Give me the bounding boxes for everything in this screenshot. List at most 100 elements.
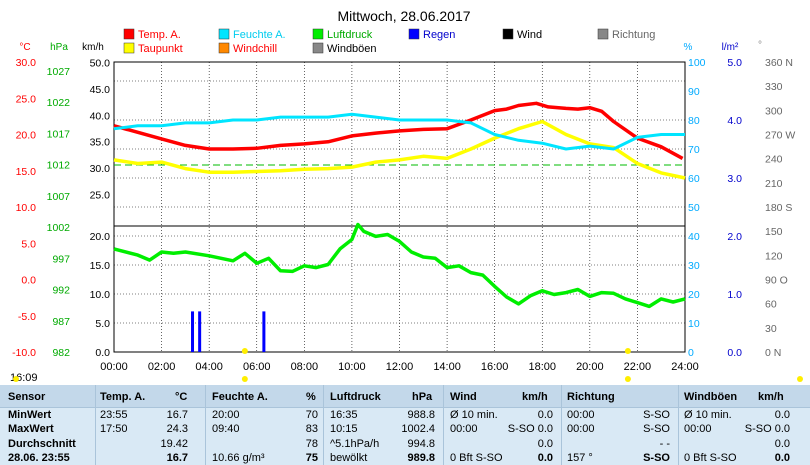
- rain-tick-label: 0.0: [727, 347, 742, 359]
- cell-gust-info: Ø 10 min.: [684, 409, 732, 421]
- cell-temp-value: 19.42: [160, 438, 188, 450]
- cell-press-info: 16:35: [330, 409, 358, 421]
- legend-label: Temp. A.: [138, 29, 181, 41]
- row-label: 28.06. 23:55: [8, 452, 70, 464]
- x-tick-label: 04:00: [195, 361, 223, 373]
- legend-swatch: [502, 28, 514, 40]
- humidity-tick-label: 60: [688, 173, 700, 185]
- cell-hum-value: 78: [305, 438, 318, 450]
- cell-hum-value: 83: [305, 423, 318, 435]
- x-tick-label: 02:00: [148, 361, 176, 373]
- humidity-tick-label: 90: [688, 86, 700, 98]
- legend-swatch: [408, 28, 420, 40]
- x-tick-label: 00:00: [100, 361, 128, 373]
- plot-area: [113, 61, 686, 353]
- cell-dir-value: S-SO: [643, 409, 670, 421]
- direction-tick-label: 360 N: [765, 57, 793, 69]
- wind-tick-label: 25.0: [90, 190, 111, 202]
- stats-table: Sensor Temp. A. °C Feuchte A. % Luftdruc…: [0, 385, 810, 465]
- direction-tick-label: 270 W: [765, 130, 795, 142]
- cell-hum-value: 75: [305, 452, 318, 464]
- humidity-tick-label: 10: [688, 318, 700, 330]
- header-wind-unit: km/h: [522, 391, 548, 403]
- header-temp: Temp. A.: [100, 391, 146, 403]
- humidity-tick-label: 0: [688, 347, 694, 359]
- wind-tick-label: 5.0: [95, 318, 110, 330]
- pressure-tick-label: 1022: [47, 97, 71, 109]
- x-tick-label: 06:00: [243, 361, 271, 373]
- x-tick-label: 16:00: [481, 361, 509, 373]
- wind-tick-label: 10.0: [90, 289, 111, 301]
- rain-bar: [198, 311, 202, 352]
- legend-swatch: [312, 42, 324, 54]
- legend-label: Luftdruck: [327, 29, 373, 41]
- cell-dir-info: 00:00: [567, 423, 595, 435]
- cell-wind-value: S-SO 0.0: [507, 423, 553, 435]
- cell-wind-info: 0 Bft S-SO: [450, 452, 503, 464]
- cell-temp-value: 16.7: [166, 409, 188, 421]
- direction-tick-label: 330: [765, 81, 783, 93]
- humidity-tick-label: 40: [688, 231, 700, 243]
- pressure-tick-label: 1002: [47, 222, 71, 234]
- series-line-taupunkt: [113, 119, 686, 180]
- header-gust: Windböen: [684, 391, 738, 403]
- stats-table-header: [0, 385, 810, 408]
- direction-unit-label: °: [758, 40, 762, 51]
- pressure-tick-label: 987: [52, 316, 70, 328]
- sun-marker: [13, 376, 19, 382]
- humidity-tick-label: 20: [688, 289, 700, 301]
- series-marks: [113, 101, 686, 352]
- row-label: MaxWert: [8, 423, 54, 435]
- cell-press-value: 989.8: [407, 452, 435, 464]
- cell-dir-value: S-SO: [643, 423, 670, 435]
- direction-tick-label: 60: [765, 299, 777, 311]
- pressure-tick-label: 1027: [47, 66, 71, 78]
- sun-marker: [241, 376, 248, 382]
- wind-tick-label: 35.0: [90, 137, 111, 149]
- cell-wind-info: Ø 10 min.: [450, 409, 498, 421]
- cell-wind-info: 00:00: [450, 423, 478, 435]
- cell-dir-value: S-SO: [643, 452, 670, 464]
- temp-tick-label: 30.0: [16, 57, 37, 69]
- chart-title: Mittwoch, 28.06.2017: [337, 8, 470, 24]
- humidity-unit-label: %: [684, 42, 693, 53]
- rain-unit-label: l/m²: [722, 42, 739, 53]
- rain-tick-label: 3.0: [727, 173, 742, 185]
- wind-tick-label: 45.0: [90, 84, 111, 96]
- rain-tick-label: 5.0: [727, 57, 742, 69]
- sun-marker: [797, 376, 803, 382]
- header-pressure-unit: hPa: [412, 391, 433, 403]
- cell-gust-value: S-SO 0.0: [744, 423, 790, 435]
- direction-tick-label: 30: [765, 323, 777, 335]
- humidity-tick-label: 30: [688, 260, 700, 272]
- temp-tick-label: 0.0: [21, 275, 36, 287]
- pressure-tick-label: 997: [52, 253, 70, 265]
- legend-label: Windchill: [233, 43, 277, 55]
- cell-temp-value: 16.7: [166, 452, 188, 464]
- temp-tick-label: -10.0: [12, 347, 36, 359]
- legend-label: Feuchte A.: [233, 29, 286, 41]
- legend: Temp. A. Feuchte A. Luftdruck Regen Wind Rich…: [123, 28, 655, 55]
- direction-tick-label: 210: [765, 178, 783, 190]
- header-gust-unit: km/h: [758, 391, 784, 403]
- sun-marker: [241, 348, 248, 354]
- x-tick-label: 20:00: [576, 361, 604, 373]
- legend-label: Wind: [517, 29, 542, 41]
- cell-wind-value: 0.0: [537, 452, 553, 464]
- direction-tick-label: 240: [765, 154, 783, 166]
- header-direction: Richtung: [567, 391, 615, 403]
- cell-gust-info: 00:00: [684, 423, 712, 435]
- x-tick-label: 10:00: [338, 361, 366, 373]
- rain-tick-label: 4.0: [727, 115, 742, 127]
- cell-press-value: 994.8: [407, 438, 435, 450]
- rain-bar: [191, 311, 195, 352]
- legend-label: Regen: [423, 29, 455, 41]
- x-tick-label: 14:00: [433, 361, 461, 373]
- rain-tick-label: 2.0: [727, 231, 742, 243]
- x-tick-label: 08:00: [291, 361, 319, 373]
- pressure-tick-label: 1007: [47, 191, 71, 203]
- wind-tick-label: 30.0: [90, 163, 111, 175]
- cell-temp-value: 24.3: [166, 423, 188, 435]
- header-wind: Wind: [450, 391, 477, 403]
